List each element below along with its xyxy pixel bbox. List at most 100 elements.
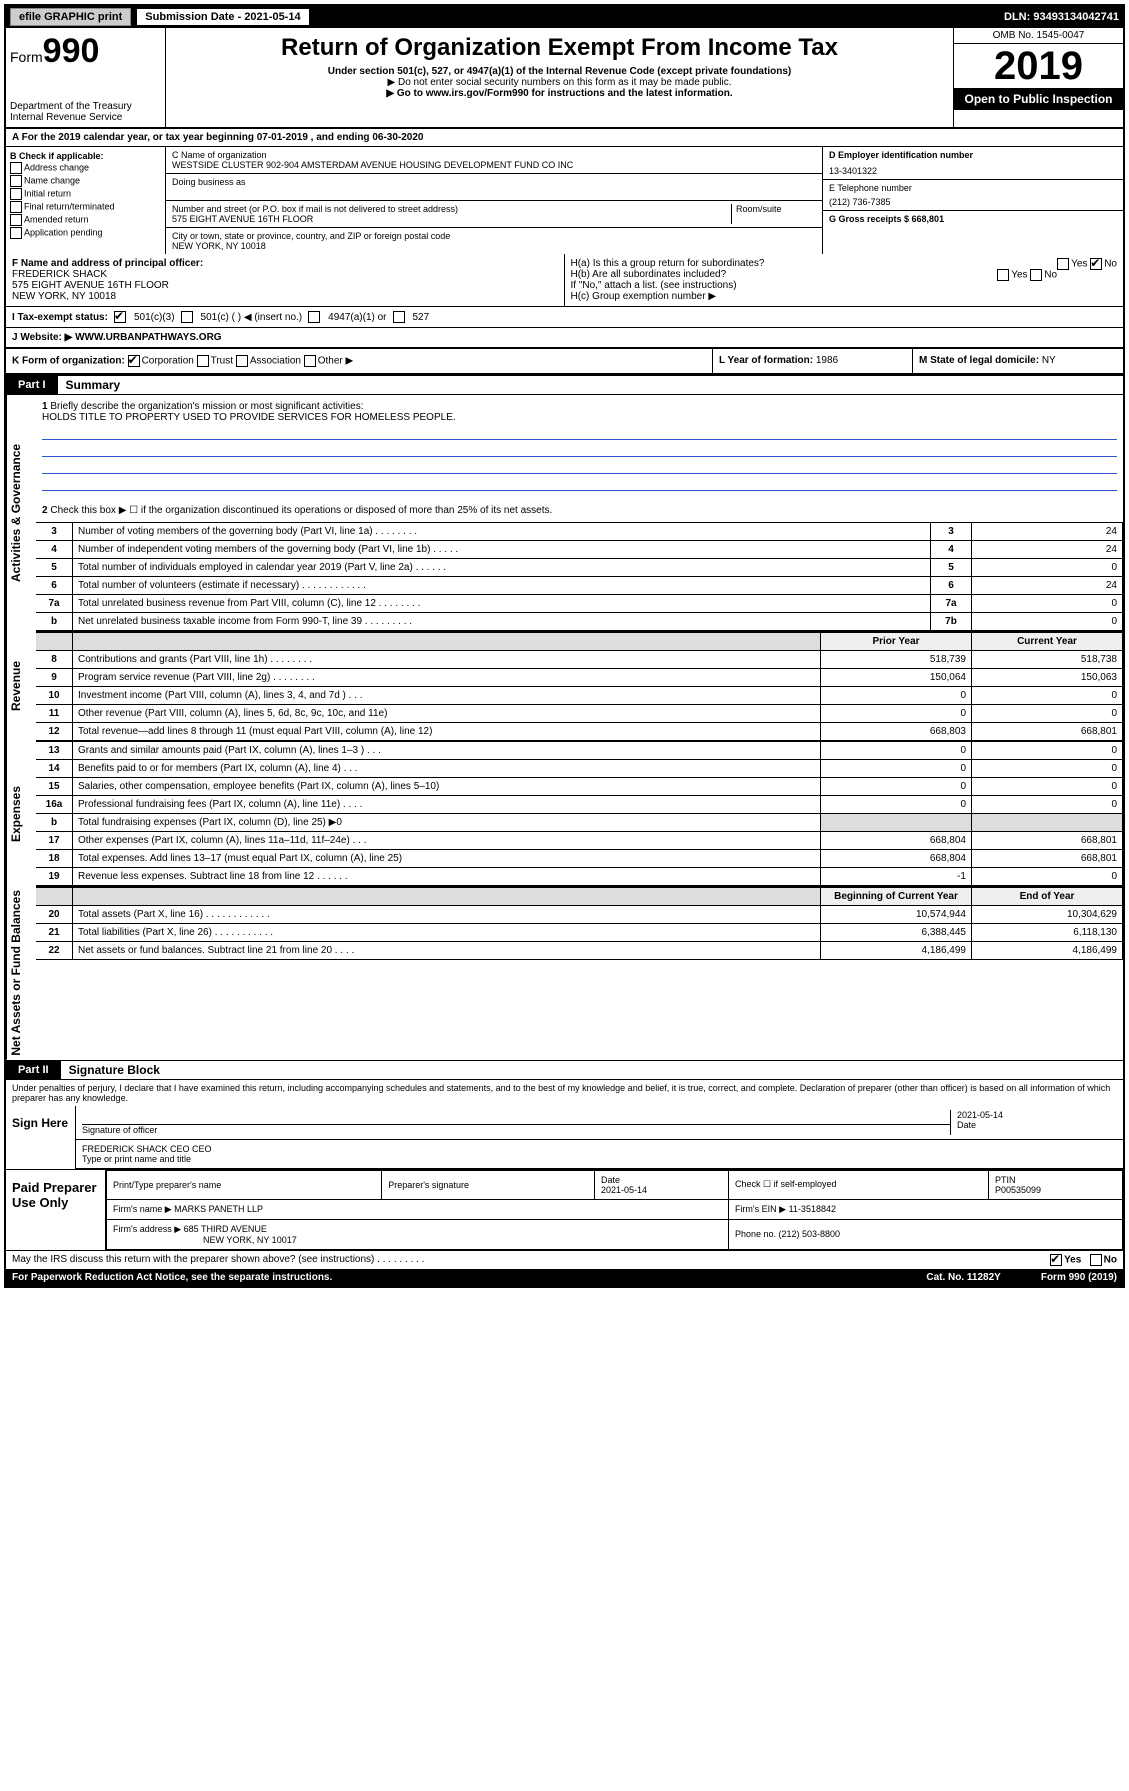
- city-label: City or town, state or province, country…: [172, 231, 816, 241]
- perjury-statement: Under penalties of perjury, I declare th…: [6, 1080, 1123, 1106]
- org-name: WESTSIDE CLUSTER 902-904 AMSTERDAM AVENU…: [172, 160, 816, 170]
- 501c-label: 501(c) ( ) ◀ (insert no.): [201, 312, 303, 323]
- 501c3-label: 501(c)(3): [134, 312, 175, 323]
- city-state-zip: NEW YORK, NY 10018: [172, 241, 816, 251]
- firm-name-label: Firm's name ▶: [113, 1204, 172, 1214]
- self-employed-label: Check ☐ if self-employed: [728, 1170, 988, 1199]
- officer-name: FREDERICK SHACK: [12, 269, 107, 280]
- firm-phone: (212) 503-8800: [779, 1229, 841, 1239]
- corp-label: Corporation: [142, 356, 194, 367]
- website-url[interactable]: WWW.URBANPATHWAYS.ORG: [75, 332, 221, 343]
- underline: [42, 425, 1117, 440]
- firm-addr2: NEW YORK, NY 10017: [203, 1235, 297, 1245]
- prep-sig-hdr: Preparer's signature: [382, 1170, 595, 1199]
- form-label: Form: [10, 49, 43, 65]
- sign-here-label: Sign Here: [6, 1106, 76, 1169]
- tax-year: 2019: [954, 44, 1123, 88]
- org-name-label: C Name of organization: [172, 150, 816, 160]
- underline: [42, 459, 1117, 474]
- discuss-no-label: No: [1104, 1254, 1117, 1265]
- discuss-yes-checkbox[interactable]: [1050, 1254, 1062, 1266]
- prep-date-hdr: Date: [601, 1175, 620, 1185]
- addr-change-label: Address change: [24, 162, 89, 172]
- ptin-value: P00535099: [995, 1185, 1041, 1195]
- row-j: J Website: ▶ WWW.URBANPATHWAYS.ORG: [6, 328, 1123, 349]
- final-return-label: Final return/terminated: [24, 201, 115, 211]
- other-checkbox[interactable]: [304, 355, 316, 367]
- form-990-page: efile GRAPHIC print Submission Date - 20…: [4, 4, 1125, 1288]
- 4947-checkbox[interactable]: [308, 311, 320, 323]
- sig-officer-label: Signature of officer: [82, 1125, 157, 1135]
- ha-no-checkbox[interactable]: [1090, 258, 1102, 270]
- corp-checkbox[interactable]: [128, 355, 140, 367]
- header-right: OMB No. 1545-0047 2019 Open to Public In…: [953, 28, 1123, 127]
- street-address: 575 EIGHT AVENUE 16TH FLOOR: [172, 214, 731, 224]
- hb-yes-checkbox[interactable]: [997, 269, 1009, 281]
- ha-label: H(a) Is this a group return for subordin…: [571, 258, 765, 269]
- ein-value: 13-3401322: [829, 166, 1117, 176]
- firm-name: MARKS PANETH LLP: [174, 1204, 263, 1214]
- assoc-checkbox[interactable]: [236, 355, 248, 367]
- name-change-checkbox[interactable]: [10, 175, 22, 187]
- trust-checkbox[interactable]: [197, 355, 209, 367]
- amended-checkbox[interactable]: [10, 214, 22, 226]
- governance-section: Activities & Governance 1 Briefly descri…: [6, 395, 1123, 631]
- goto-link[interactable]: ▶ Go to www.irs.gov/Form990 for instruct…: [386, 88, 732, 99]
- expenses-section: Expenses 13Grants and similar amounts pa…: [6, 741, 1123, 886]
- initial-return-checkbox[interactable]: [10, 188, 22, 200]
- nossn-note: ▶ Do not enter social security numbers o…: [174, 77, 945, 88]
- tax-status-label: I Tax-exempt status:: [12, 312, 108, 323]
- underline: [42, 476, 1117, 491]
- amended-label: Amended return: [24, 214, 89, 224]
- part1-title: Summary: [58, 378, 121, 392]
- form-number: 990: [43, 32, 100, 70]
- addr-change-checkbox[interactable]: [10, 162, 22, 174]
- form-header: Form990 Department of the Treasury Inter…: [6, 28, 1123, 129]
- net-assets-table: Beginning of Current YearEnd of Year20To…: [36, 886, 1123, 960]
- dba-label: Doing business as: [172, 177, 816, 187]
- part2-title: Signature Block: [61, 1063, 160, 1077]
- row-h: H(a) Is this a group return for subordin…: [565, 254, 1124, 306]
- cat-no: Cat. No. 11282Y: [926, 1272, 1000, 1283]
- trust-label: Trust: [211, 356, 233, 367]
- final-return-checkbox[interactable]: [10, 201, 22, 213]
- gross-receipts: G Gross receipts $ 668,801: [829, 214, 944, 224]
- ha-yes-checkbox[interactable]: [1057, 258, 1069, 270]
- expenses-table: 13Grants and similar amounts paid (Part …: [36, 741, 1123, 886]
- addr-label: Number and street (or P.O. box if mail i…: [172, 204, 731, 214]
- form-title: Return of Organization Exempt From Incom…: [174, 34, 945, 62]
- hb-no-checkbox[interactable]: [1030, 269, 1042, 281]
- sig-date-label: Date: [957, 1120, 976, 1130]
- year-formation: 1986: [816, 355, 838, 366]
- hb-no-label: No: [1044, 270, 1057, 281]
- domicile-label: M State of legal domicile:: [919, 355, 1039, 366]
- 501c3-checkbox[interactable]: [114, 311, 126, 323]
- question-1: 1 Briefly describe the organization's mi…: [36, 395, 1123, 499]
- top-bar: efile GRAPHIC print Submission Date - 20…: [6, 6, 1123, 28]
- part1-header: Part I Summary: [6, 375, 1123, 395]
- discuss-no-checkbox[interactable]: [1090, 1254, 1102, 1266]
- firm-addr-label: Firm's address ▶: [113, 1224, 181, 1234]
- ptin-label: PTIN: [995, 1175, 1016, 1185]
- sign-here-block: Sign Here Signature of officer 2021-05-1…: [6, 1106, 1123, 1169]
- assoc-label: Association: [250, 356, 301, 367]
- governance-label: Activities & Governance: [6, 395, 36, 631]
- name-change-label: Name change: [24, 175, 80, 185]
- part2-tag: Part II: [6, 1061, 61, 1079]
- efile-print-button[interactable]: efile GRAPHIC print: [10, 8, 131, 26]
- open-public-badge: Open to Public Inspection: [954, 88, 1123, 110]
- omb-number: OMB No. 1545-0047: [954, 28, 1123, 44]
- 527-checkbox[interactable]: [393, 311, 405, 323]
- row-f: F Name and address of principal officer:…: [6, 254, 565, 306]
- col-b: B Check if applicable: Address change Na…: [6, 147, 166, 254]
- form-ref: Form 990 (2019): [1041, 1272, 1117, 1283]
- paid-preparer-label: Paid Preparer Use Only: [6, 1170, 106, 1250]
- discuss-row: May the IRS discuss this return with the…: [6, 1250, 1123, 1269]
- tel-value: (212) 736-7385: [829, 197, 1117, 207]
- app-pending-checkbox[interactable]: [10, 227, 22, 239]
- officer-addr2: NEW YORK, NY 10018: [12, 291, 116, 302]
- pra-notice: For Paperwork Reduction Act Notice, see …: [12, 1272, 332, 1283]
- officer-label: F Name and address of principal officer:: [12, 258, 203, 269]
- 4947-label: 4947(a)(1) or: [328, 312, 386, 323]
- 501c-checkbox[interactable]: [181, 311, 193, 323]
